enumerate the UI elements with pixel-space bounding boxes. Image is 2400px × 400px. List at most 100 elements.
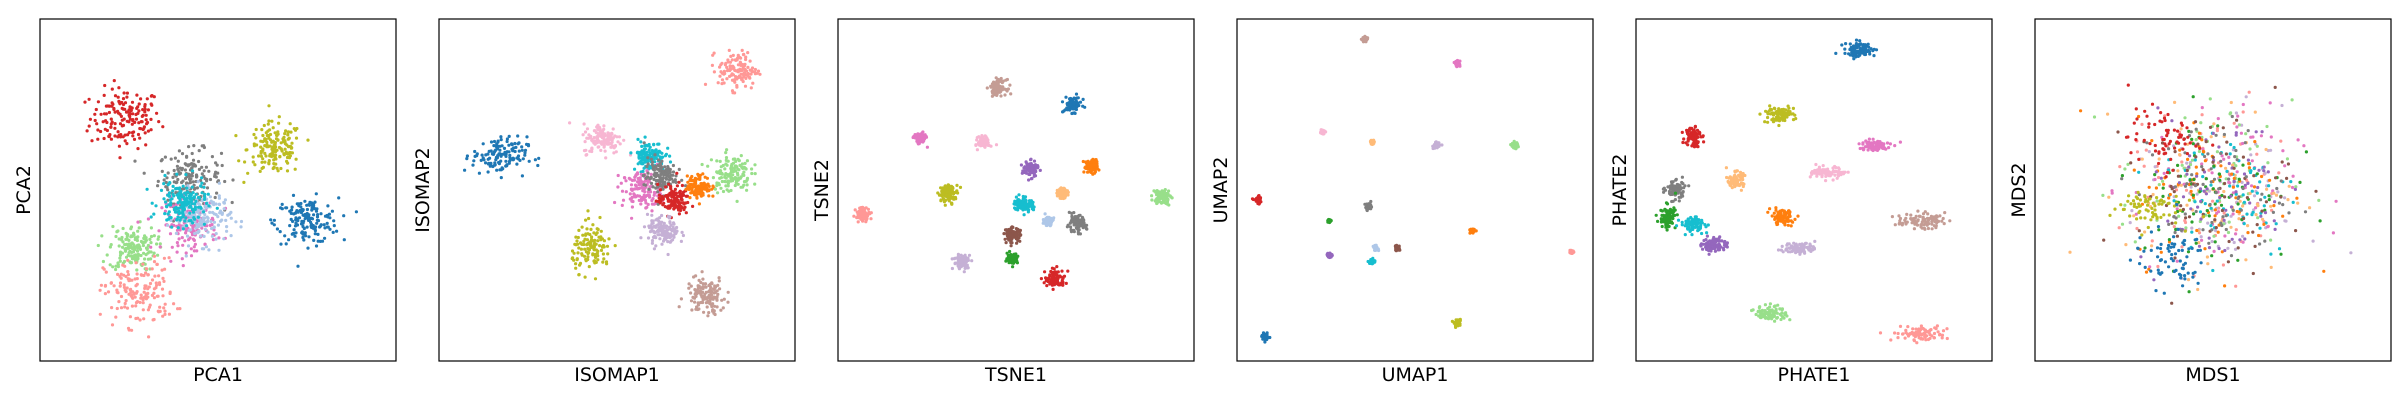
scatter-point	[143, 257, 147, 261]
scatter-point	[489, 161, 493, 165]
scatter-point	[695, 186, 700, 190]
scatter-point	[291, 193, 296, 197]
scatter-point	[1095, 160, 1099, 164]
scatter-point	[650, 239, 655, 243]
scatter-point	[83, 100, 87, 104]
scatter-point	[95, 122, 99, 126]
scatter-point	[152, 291, 156, 295]
scatter-point	[101, 259, 105, 264]
scatter-point	[246, 171, 250, 175]
scatter-point	[715, 305, 719, 309]
scatter-point	[149, 102, 153, 106]
scatter-point	[748, 59, 752, 63]
scatter-point	[280, 207, 284, 211]
scatter-point	[655, 178, 659, 183]
scatter-point	[190, 162, 194, 166]
scatter-point	[199, 234, 203, 238]
scatter-point	[657, 196, 661, 200]
scatter-point	[1025, 165, 1029, 169]
scatter-point	[162, 306, 166, 310]
scatter-point	[1166, 198, 1170, 202]
scatter-point	[319, 223, 323, 227]
scatter-point	[712, 70, 717, 74]
scatter-point	[282, 152, 286, 156]
scatter-point	[163, 267, 167, 271]
scatter-point	[194, 199, 198, 203]
scatter-point	[102, 112, 107, 116]
scatter-point	[736, 63, 741, 67]
scatter-point	[613, 244, 617, 248]
scatter-point	[723, 63, 728, 67]
scatter-point	[99, 112, 103, 116]
scatter-point	[651, 235, 656, 239]
scatter-point	[113, 134, 117, 138]
scatter-point	[632, 192, 636, 196]
scatter-point	[719, 176, 724, 180]
scatter-point	[574, 262, 578, 266]
scatter-point	[491, 152, 495, 156]
scatter-point	[110, 323, 115, 327]
scatter-point	[303, 199, 307, 203]
scatter-point	[694, 274, 698, 278]
scatter-point	[709, 302, 713, 306]
scatter-point	[1065, 108, 1069, 112]
scatter-point	[1021, 169, 1025, 173]
scatter-point	[273, 150, 278, 154]
scatter-point	[591, 223, 595, 227]
scatter-point	[277, 115, 281, 119]
scatter-point	[1076, 230, 1080, 234]
scatter-point	[586, 255, 590, 259]
scatter-point	[678, 201, 682, 206]
scatter-point	[161, 125, 165, 129]
scatter-point	[616, 173, 620, 178]
scatter-point	[584, 232, 588, 236]
scatter-point	[735, 199, 739, 203]
scatter-point	[156, 184, 160, 188]
scatter-point	[176, 307, 180, 311]
scatter-point	[480, 153, 484, 157]
scatter-point	[742, 183, 746, 187]
scatter-point	[210, 216, 214, 220]
scatter-point	[123, 301, 127, 306]
scatter-point	[671, 173, 675, 177]
scatter-point	[1021, 208, 1025, 212]
scatter-point	[577, 228, 581, 232]
scatter-point	[127, 242, 131, 246]
scatter-point	[196, 230, 200, 234]
scatter-point	[719, 172, 724, 176]
scatter-point	[645, 169, 649, 173]
scatter-point	[229, 234, 233, 238]
scatter-point	[128, 254, 133, 258]
scatter-point	[273, 131, 277, 135]
scatter-point	[155, 242, 159, 246]
scatter-point	[738, 67, 742, 71]
scatter-point	[130, 304, 134, 308]
scatter-point	[668, 220, 672, 224]
scatter-point	[495, 147, 500, 151]
scatter-point	[139, 253, 143, 258]
scatter-point	[728, 65, 732, 69]
scatter-point	[184, 231, 188, 235]
scatter-point	[495, 168, 499, 172]
scatter-point	[750, 167, 754, 171]
scatter-point	[129, 108, 133, 113]
scatter-point	[128, 288, 132, 292]
scatter-point	[650, 148, 654, 153]
scatter-point	[1008, 83, 1012, 87]
scatter-point	[125, 234, 129, 238]
scatter-point	[278, 230, 282, 234]
scatter-point	[272, 223, 276, 227]
scatter-point	[620, 203, 624, 207]
scatter-point	[662, 239, 666, 243]
scatter-point	[594, 232, 598, 237]
scatter-point	[1006, 257, 1011, 261]
scatter-point	[120, 251, 124, 255]
scatter-point	[1014, 252, 1018, 256]
scatter-point	[670, 229, 674, 233]
scatter-point	[975, 136, 979, 140]
scatter-point	[729, 188, 733, 193]
scatter-point	[156, 179, 160, 183]
scatter-point	[584, 148, 588, 152]
scatter-point	[261, 165, 265, 169]
scatter-point	[275, 227, 279, 231]
